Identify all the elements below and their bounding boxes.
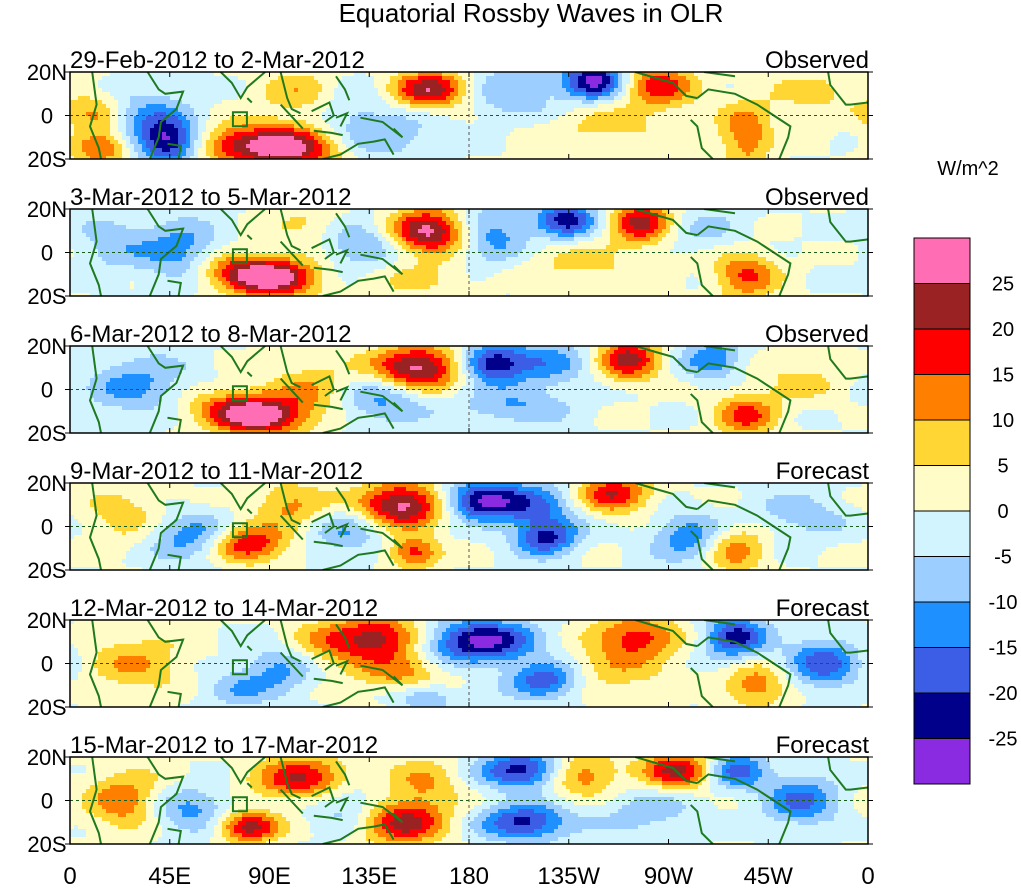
panel-period: 6-Mar-2012 to 8-Mar-2012: [70, 321, 351, 348]
colorbar-label: -25: [989, 729, 1018, 751]
panel-5: 20N 0 20S 12-Mar-2012 to 14-Mar-2012 Forecas…: [27, 595, 873, 720]
coastlines: [88, 346, 868, 433]
x-tick-label: 180: [449, 863, 489, 890]
colorbar-swatch: [913, 510, 971, 557]
colorbar-label: -5: [994, 547, 1012, 569]
colorbar-label: 15: [992, 365, 1014, 387]
colorbar-swatch: [913, 601, 971, 648]
x-tick-label: 0: [63, 863, 76, 890]
panel-status: Observed: [765, 321, 869, 348]
region-box: [231, 659, 248, 676]
colorbar-label: -20: [989, 683, 1018, 705]
region-box: [231, 796, 248, 813]
colorbar-swatch: [913, 738, 971, 785]
colorbar-swatch: [913, 328, 971, 375]
region-box: [231, 248, 248, 265]
colorbar-label: -15: [989, 638, 1018, 660]
olr-field: [70, 72, 868, 159]
x-tick-label: 135W: [537, 863, 600, 890]
olr-field: [70, 757, 868, 844]
y-tick-label: 20S: [27, 147, 66, 172]
colorbar: W/m^2 25 20 15 10 5 0 -5 -10 -15 -20 -25: [913, 158, 1018, 785]
colorbar-swatch: [913, 647, 971, 694]
panel-1: 20N 0 20S 29-Feb-2012 to 2-Mar-2012 Observed: [27, 47, 873, 172]
olr-field: [70, 346, 868, 433]
olr-field: [70, 209, 868, 296]
coastlines: [88, 757, 868, 844]
y-tick-label: 0: [41, 652, 53, 677]
panel-2: 20N 0 20S 3-Mar-2012 to 5-Mar-2012 Observed: [27, 184, 873, 309]
colorbar-label: 0: [997, 501, 1008, 523]
panel-status: Observed: [765, 184, 869, 211]
y-tick-label: 20S: [27, 832, 66, 857]
colorbar-label: 25: [992, 274, 1014, 296]
region-box: [231, 385, 248, 402]
colorbar-swatch: [913, 692, 971, 739]
colorbar-swatch: [913, 237, 971, 284]
y-tick-label: 0: [41, 378, 53, 403]
x-tick-label: 45E: [148, 863, 191, 890]
region-box: [231, 522, 248, 539]
y-tick-label: 20S: [27, 558, 66, 583]
y-tick-label: 20N: [27, 608, 67, 633]
y-tick-label: 20S: [27, 421, 66, 446]
chart-title: Equatorial Rossby Waves in OLR: [339, 0, 724, 28]
y-tick-label: 20N: [27, 197, 67, 222]
y-tick-label: 20N: [27, 745, 67, 770]
olr-field: [70, 620, 868, 707]
y-tick-label: 20N: [27, 60, 67, 85]
y-tick-label: 0: [41, 104, 53, 129]
x-tick-label: 45W: [744, 863, 794, 890]
panel-period: 29-Feb-2012 to 2-Mar-2012: [70, 47, 365, 74]
region-box: [231, 111, 248, 128]
olr-field: [70, 483, 868, 570]
colorbar-label: 10: [992, 410, 1014, 432]
panel-period: 12-Mar-2012 to 14-Mar-2012: [70, 595, 378, 622]
panel-period: 9-Mar-2012 to 11-Mar-2012: [70, 458, 363, 485]
y-tick-label: 0: [41, 241, 53, 266]
panel-4: 20N 0 20S 9-Mar-2012 to 11-Mar-2012 Forecast: [27, 458, 873, 583]
colorbar-swatch: [913, 283, 971, 330]
panel-period: 15-Mar-2012 to 17-Mar-2012: [70, 732, 378, 759]
x-tick-label: 0: [861, 863, 874, 890]
colorbar-label: -10: [989, 592, 1018, 614]
panel-status: Observed: [765, 47, 869, 74]
coastlines: [88, 72, 868, 159]
x-axis: 0 45E 90E 135E 180 135W 90W 45W 0: [63, 863, 874, 890]
colorbar-swatch: [913, 465, 971, 512]
panel-6: 20N 0 20S 15-Mar-2012 to 17-Mar-2012 Forecas…: [27, 732, 873, 857]
coastlines: [88, 620, 868, 707]
x-tick-label: 135E: [341, 863, 397, 890]
y-tick-label: 0: [41, 515, 53, 540]
panel-status: Forecast: [776, 732, 870, 759]
panel-3: 20N 0 20S 6-Mar-2012 to 8-Mar-2012 Observed: [27, 321, 873, 446]
panel-period: 3-Mar-2012 to 5-Mar-2012: [70, 184, 351, 211]
y-tick-label: 0: [41, 789, 53, 814]
colorbar-swatch: [913, 556, 971, 603]
y-tick-label: 20S: [27, 284, 66, 309]
panel-status: Forecast: [776, 458, 870, 485]
colorbar-label: 20: [992, 319, 1014, 341]
colorbar-units: W/m^2: [937, 158, 999, 180]
panels-group: 20N 0 20S 29-Feb-2012 to 2-Mar-2012 Observed…: [27, 47, 873, 857]
colorbar-swatch: [913, 419, 971, 466]
y-tick-label: 20N: [27, 471, 67, 496]
y-tick-label: 20N: [27, 334, 67, 359]
colorbar-label: 5: [997, 456, 1008, 478]
colorbar-swatch: [913, 374, 971, 421]
x-tick-label: 90E: [248, 863, 291, 890]
panel-status: Forecast: [776, 595, 870, 622]
x-tick-label: 90W: [644, 863, 694, 890]
coastlines: [88, 483, 868, 570]
y-tick-label: 20S: [27, 695, 66, 720]
